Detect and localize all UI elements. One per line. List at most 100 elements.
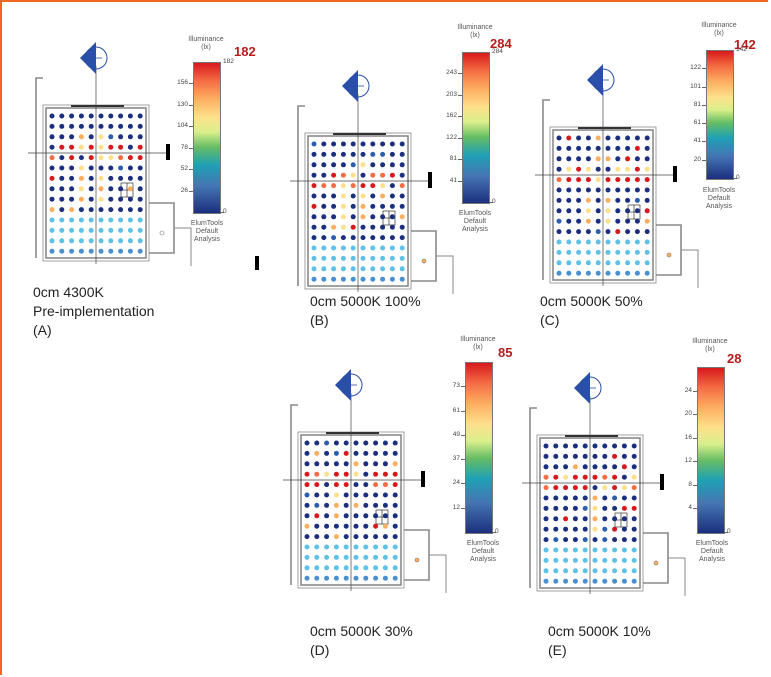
illuminance-dot bbox=[382, 544, 388, 550]
illuminance-dot bbox=[572, 505, 578, 511]
illuminance-dot bbox=[69, 207, 75, 213]
illuminance-dot bbox=[49, 196, 55, 202]
illuminance-dot bbox=[331, 193, 337, 199]
illuminance-dot bbox=[127, 165, 133, 171]
colorbar-tick-mark bbox=[458, 94, 462, 96]
illuminance-dot bbox=[370, 276, 376, 282]
illuminance-dot bbox=[382, 534, 388, 540]
illuminance-dot bbox=[311, 203, 317, 209]
illuminance-dot bbox=[621, 453, 627, 459]
colorbar-tick-label: 73 bbox=[452, 382, 460, 390]
illuminance-dot bbox=[353, 461, 359, 467]
illuminance-dot bbox=[88, 196, 94, 202]
illuminance-dot bbox=[59, 248, 65, 254]
illuminance-dot bbox=[605, 156, 611, 162]
illuminance-dot bbox=[343, 502, 349, 508]
illuminance-dot bbox=[311, 235, 317, 241]
illuminance-dot bbox=[363, 492, 369, 498]
illuminance-dot bbox=[634, 229, 640, 235]
illuminance-dot bbox=[592, 485, 598, 491]
illuminance-dot bbox=[595, 239, 601, 245]
illuminance-dot bbox=[98, 144, 104, 150]
colorbar-tick-mark bbox=[693, 437, 697, 439]
illuminance-dot bbox=[595, 208, 601, 214]
colorbar-B bbox=[462, 52, 490, 204]
colorbar-tick-label: 101 bbox=[690, 82, 701, 90]
colorbar-tick-label: 162 bbox=[446, 112, 457, 120]
illuminance-dot bbox=[595, 197, 601, 203]
panel-caption-B: 0cm 5000K 100% (B) bbox=[310, 292, 421, 330]
illuminance-dot bbox=[602, 568, 608, 574]
illuminance-dot bbox=[340, 172, 346, 178]
illuminance-dot bbox=[631, 578, 637, 584]
illuminance-dot bbox=[360, 183, 366, 189]
illuminance-dot bbox=[340, 255, 346, 261]
illuminance-dot bbox=[612, 505, 618, 511]
illuminance-dot bbox=[602, 557, 608, 563]
colorbar-max-tick: 182 bbox=[223, 58, 234, 65]
illuminance-dot bbox=[615, 166, 621, 172]
colorbar-tick-mark bbox=[461, 434, 465, 436]
illuminance-dot bbox=[311, 276, 317, 282]
illuminance-dot bbox=[399, 235, 405, 241]
illuminance-dot bbox=[382, 565, 388, 571]
compass-north-icon bbox=[574, 372, 602, 404]
illuminance-dot bbox=[563, 568, 569, 574]
illuminance-dot bbox=[556, 270, 562, 276]
illuminance-dot bbox=[333, 471, 339, 477]
illuminance-dot bbox=[592, 526, 598, 532]
illuminance-dot bbox=[634, 218, 640, 224]
illuminance-dot bbox=[605, 166, 611, 172]
illuminance-dot bbox=[370, 193, 376, 199]
illuminance-dot bbox=[304, 492, 310, 498]
illuminance-dot bbox=[98, 175, 104, 181]
illuminance-dot bbox=[78, 155, 84, 161]
analysis-line: ElumTools bbox=[190, 220, 224, 227]
illuminance-dot bbox=[360, 214, 366, 220]
illuminance-dot bbox=[625, 260, 631, 266]
illuminance-dot bbox=[644, 218, 650, 224]
illuminance-dot bbox=[59, 196, 65, 202]
illuminance-dot bbox=[88, 113, 94, 119]
side-room-marker bbox=[421, 258, 427, 264]
illuminance-dot bbox=[576, 145, 582, 151]
illuminance-dot bbox=[382, 492, 388, 498]
illuminance-dot bbox=[343, 450, 349, 456]
compass-north-icon bbox=[80, 42, 108, 74]
illuminance-dot bbox=[592, 547, 598, 553]
illuminance-dot bbox=[399, 224, 405, 230]
illuminance-dot bbox=[370, 172, 376, 178]
illuminance-dot bbox=[304, 554, 310, 560]
illuminance-dot bbox=[98, 207, 104, 213]
illuminance-dot bbox=[350, 214, 356, 220]
illuminance-dot bbox=[78, 207, 84, 213]
illuminance-dot bbox=[324, 482, 330, 488]
illuminance-dot bbox=[304, 440, 310, 446]
illuminance-dot bbox=[612, 495, 618, 501]
illuminance-dot bbox=[615, 187, 621, 193]
illuminance-dot bbox=[389, 266, 395, 272]
illuminance-dot bbox=[602, 526, 608, 532]
illuminance-dot bbox=[78, 134, 84, 140]
illuminance-dot bbox=[380, 172, 386, 178]
colorbar-tick-label: 0 bbox=[727, 528, 731, 535]
illuminance-dot bbox=[612, 485, 618, 491]
analysis-label: ElumTools Default Analysis bbox=[692, 187, 746, 211]
illuminance-dot bbox=[333, 565, 339, 571]
side-room-marker bbox=[653, 560, 659, 566]
illuminance-dot bbox=[634, 145, 640, 151]
illuminance-dot bbox=[582, 453, 588, 459]
illuminance-dot bbox=[69, 134, 75, 140]
illuminance-dot bbox=[631, 453, 637, 459]
illuminance-dot bbox=[389, 172, 395, 178]
illuminance-dot bbox=[304, 523, 310, 529]
illuminance-dot bbox=[137, 165, 143, 171]
illuminance-dot bbox=[311, 245, 317, 251]
colorbar-tick-mark bbox=[702, 159, 706, 161]
illuminance-dot bbox=[350, 151, 356, 157]
illuminance-dot bbox=[137, 227, 143, 233]
illuminance-dot bbox=[49, 113, 55, 119]
illuminance-dot bbox=[363, 440, 369, 446]
illuminance-dot bbox=[556, 218, 562, 224]
panel-caption-D: 0cm 5000K 30% (D) bbox=[310, 622, 413, 660]
